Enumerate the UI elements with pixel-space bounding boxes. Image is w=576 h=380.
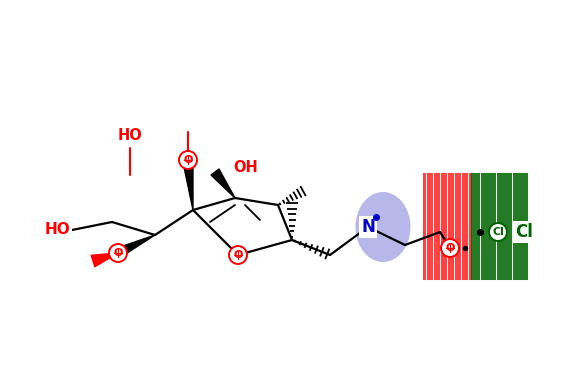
Circle shape: [229, 246, 247, 264]
Text: O: O: [113, 248, 123, 258]
Text: HO: HO: [118, 128, 142, 143]
Ellipse shape: [355, 192, 411, 262]
Circle shape: [441, 239, 459, 257]
Text: Cl: Cl: [515, 223, 533, 241]
Circle shape: [179, 151, 197, 169]
Text: Cl: Cl: [492, 227, 504, 237]
Text: O: O: [233, 250, 242, 260]
Text: N: N: [361, 218, 375, 236]
Polygon shape: [183, 162, 193, 210]
Text: HO: HO: [44, 223, 70, 238]
Text: O: O: [183, 155, 193, 165]
Polygon shape: [91, 253, 118, 267]
Polygon shape: [116, 235, 155, 258]
Text: OH: OH: [233, 160, 257, 174]
Polygon shape: [211, 169, 235, 198]
Circle shape: [109, 244, 127, 262]
Circle shape: [489, 223, 507, 241]
Text: O: O: [445, 243, 454, 253]
